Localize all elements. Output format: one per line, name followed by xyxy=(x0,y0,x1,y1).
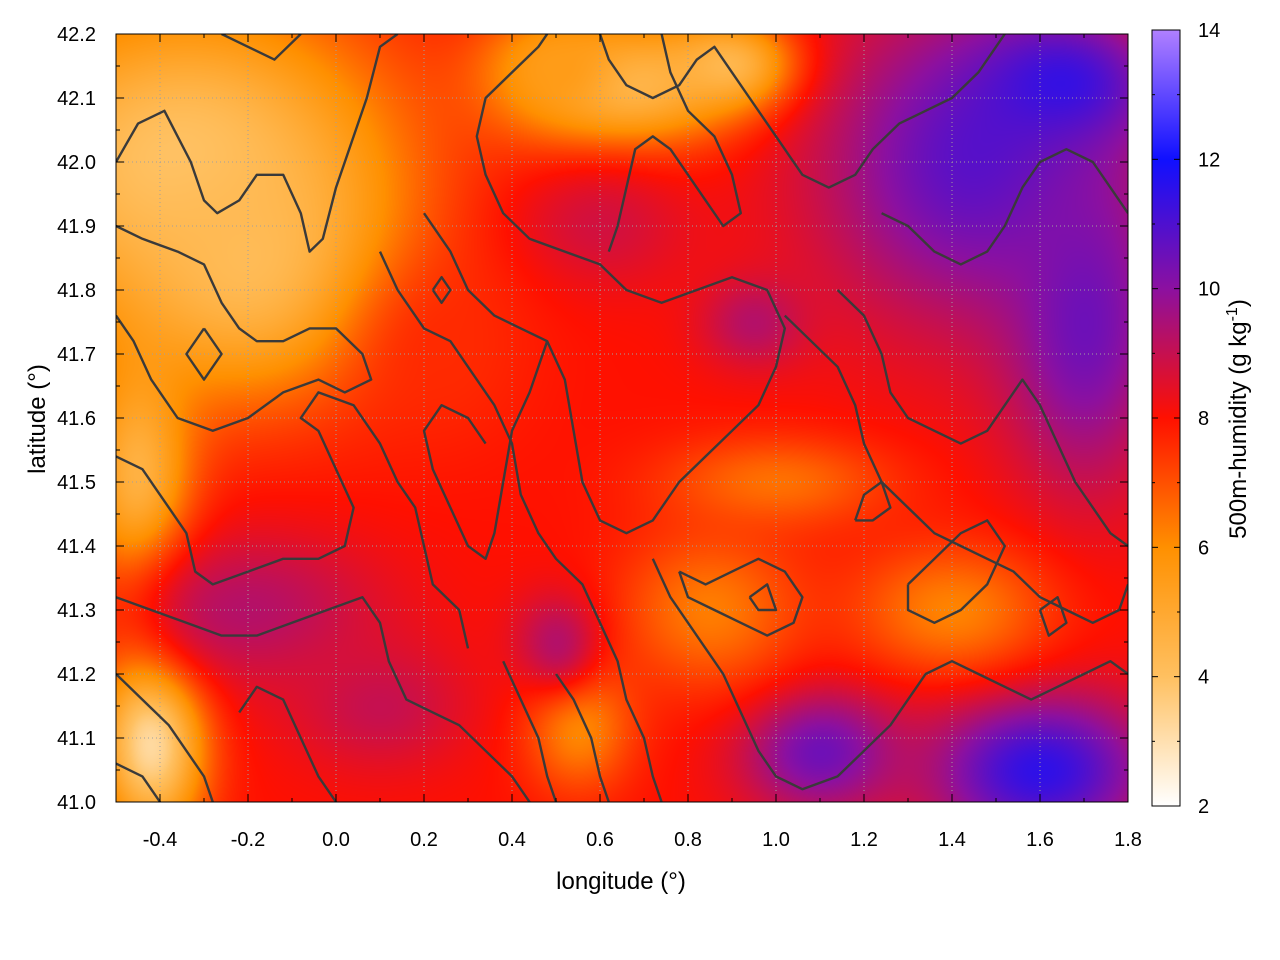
contour-line xyxy=(748,583,778,612)
x-tick-label: 1.8 xyxy=(1114,829,1142,851)
contour-line xyxy=(881,147,1128,266)
contour-line xyxy=(116,762,161,802)
x-tick-label: 0.8 xyxy=(674,829,702,851)
y-tick-label: 41.4 xyxy=(57,536,96,558)
y-tick-label: 41.0 xyxy=(57,792,96,814)
y-axis-title: latitude (°) xyxy=(24,364,51,474)
contour-line xyxy=(854,480,892,522)
x-tick-label: -0.4 xyxy=(143,829,177,851)
colorbar-tick-label: 10 xyxy=(1198,279,1220,301)
contour-line xyxy=(238,685,337,802)
y-tick-label: 42.2 xyxy=(57,24,96,46)
x-axis-title: longitude (°) xyxy=(556,868,686,895)
contour-line xyxy=(423,34,786,535)
y-axis-tick-labels: 41.0 41.1 41.2 41.3 41.4 41.5 41.6 41.7 41.8 41.9… xyxy=(57,24,96,814)
y-tick-label: 42.0 xyxy=(57,152,96,174)
contour-line xyxy=(116,224,373,432)
y-tick-label: 41.1 xyxy=(57,728,96,750)
contour-line xyxy=(116,673,214,802)
contour-line xyxy=(116,391,470,649)
contour-line xyxy=(431,276,452,304)
colorbar-tick-label: 12 xyxy=(1198,149,1220,171)
colorbar-title-end: ) xyxy=(1225,299,1252,307)
contour-line xyxy=(678,557,804,637)
y-tick-label: 41.7 xyxy=(57,344,96,366)
colorbar-tick-label: 4 xyxy=(1198,667,1209,689)
colorbar-title-superscript: -1 xyxy=(1224,307,1241,321)
contour-line xyxy=(1038,596,1068,637)
y-tick-label: 41.6 xyxy=(57,408,96,430)
x-tick-label: -0.2 xyxy=(231,829,265,851)
x-tick-label: 0.4 xyxy=(498,829,526,851)
contour-line xyxy=(783,314,1128,624)
x-tick-label: 0.2 xyxy=(410,829,438,851)
x-tick-label: 1.2 xyxy=(850,829,878,851)
colorbar: 2 4 6 8 10 12 14 xyxy=(1151,20,1220,818)
colorbar-title: 500m-humidity (g kg-1) xyxy=(1224,299,1252,539)
colorbar-tick-label: 2 xyxy=(1198,796,1209,818)
contour-line xyxy=(555,673,610,802)
contour-line xyxy=(502,660,558,802)
colorbar-tick-label: 14 xyxy=(1198,20,1220,42)
y-tick-label: 41.5 xyxy=(57,472,96,494)
x-tick-label: 1.6 xyxy=(1026,829,1054,851)
contour-lines xyxy=(116,34,1128,802)
contour-line xyxy=(607,34,742,252)
contour-line xyxy=(422,340,549,560)
contour-line xyxy=(651,558,1128,791)
contour-line xyxy=(378,251,663,802)
y-tick-label: 41.8 xyxy=(57,280,96,302)
y-tick-label: 42.1 xyxy=(57,88,96,110)
x-tick-label: 0.6 xyxy=(586,829,614,851)
y-tick-label: 41.2 xyxy=(57,664,96,686)
colorbar-title-main: 500m-humidity (g kg xyxy=(1225,321,1252,538)
plot-area xyxy=(115,33,1129,803)
x-axis-tick-labels: -0.4 -0.2 0.0 0.2 0.4 0.6 0.8 1.0 1.2 1.4 1.6 1.8 xyxy=(143,829,1142,851)
colorbar-ticks: 2 4 6 8 10 12 14 xyxy=(1152,20,1220,818)
x-tick-label: 1.4 xyxy=(938,829,966,851)
x-tick-label: 1.0 xyxy=(762,829,790,851)
contour-line xyxy=(116,34,399,253)
x-tick-label: 0.0 xyxy=(322,829,350,851)
contour-line xyxy=(221,34,302,61)
contour-line xyxy=(185,327,223,381)
y-tick-label: 41.3 xyxy=(57,600,96,622)
y-tick-label: 41.9 xyxy=(57,216,96,238)
colorbar-tick-label: 8 xyxy=(1198,408,1209,430)
axis-ticks xyxy=(115,33,1129,803)
contour-line xyxy=(116,596,531,802)
contour-line xyxy=(598,34,1006,189)
colorbar-tick-label: 6 xyxy=(1198,537,1209,559)
contour-line xyxy=(906,519,1006,624)
contour-line xyxy=(836,289,1128,547)
